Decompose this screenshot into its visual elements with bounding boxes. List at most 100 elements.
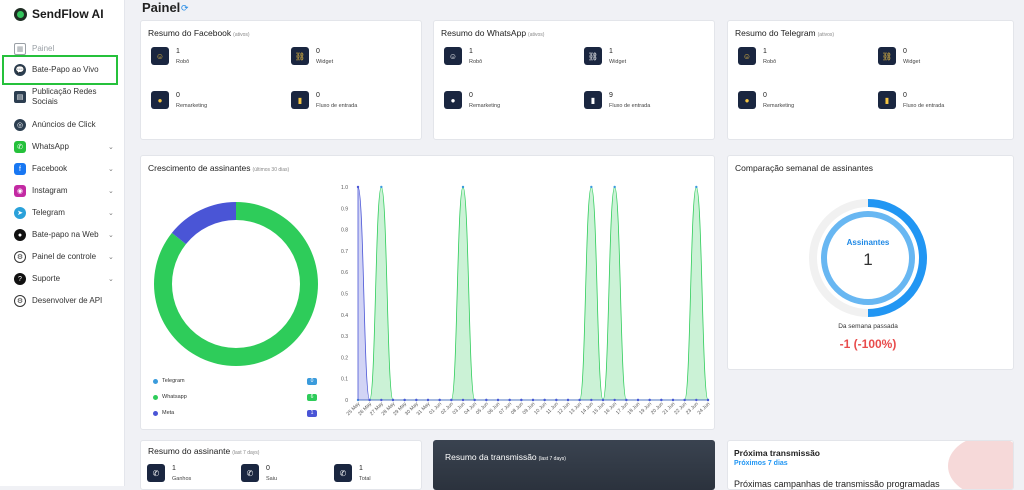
- sidebar-item-whatsapp[interactable]: ✆ WhatsApp ⌄: [14, 141, 114, 153]
- stat-label: Saiu: [266, 476, 278, 482]
- chevron-down-icon: ⌄: [108, 254, 114, 261]
- stat-gains: ✆ 1 Ganhos: [147, 464, 191, 482]
- data-point: [368, 398, 371, 402]
- sidebar-item-label: Suporte: [32, 274, 61, 283]
- legend-telegram[interactable]: Telegram: [153, 378, 185, 384]
- card-title-text: Crescimento de assinantes: [148, 163, 251, 173]
- legend-meta[interactable]: Meta: [153, 410, 174, 416]
- data-point: [683, 398, 686, 402]
- sidebar-item-bate-papo-na-web[interactable]: ● Bate-papo na Web ⌄: [14, 229, 114, 241]
- stat-label: Widget: [316, 59, 334, 65]
- donut-chart: [154, 201, 318, 366]
- stat-inflow: ▮ 0 Fluxo de entrada: [878, 91, 944, 109]
- data-point: [508, 398, 511, 402]
- card-subtitle: (ativos): [233, 32, 250, 38]
- ring-arc-outer: [867, 199, 927, 317]
- sidebar: SendFlow AI ▦ Painel 💬 Bate-Papo ao Vivo…: [0, 0, 125, 486]
- card-subtitle: (last 7 days): [232, 450, 260, 456]
- stat-remarketing: ● 0 Remarketing: [444, 91, 500, 109]
- telegram-icon: ➤: [14, 207, 26, 219]
- subscriber-summary-card: Resumo do assinante (last 7 days) ✆ 1 Ganho…: [140, 440, 422, 490]
- sidebar-item-label: WhatsApp: [32, 142, 69, 151]
- stat-label: Fluxo de entrada: [609, 103, 651, 109]
- data-point: [566, 398, 570, 402]
- sidebar-item-telegram[interactable]: ➤ Telegram ⌄: [14, 207, 114, 219]
- stat-value: 9: [609, 92, 613, 99]
- card-subtitle: (ativos): [528, 32, 545, 38]
- next-days-label: Próximos 7 dias: [734, 460, 788, 467]
- y-tick-label: 0.9: [341, 206, 348, 212]
- stat-value: 0: [763, 92, 767, 99]
- ring-inner: [821, 211, 915, 305]
- data-point: [578, 398, 581, 402]
- stat-value: 0: [903, 48, 907, 55]
- web-chat-icon: ●: [14, 229, 26, 241]
- data-point: [695, 398, 698, 402]
- stat-remarketing: ● 0 Remarketing: [151, 91, 207, 109]
- weekly-delta: -1 (-100%): [839, 337, 897, 351]
- y-tick-label: 0: [345, 398, 348, 404]
- sidebar-item-suporte[interactable]: ? Suporte ⌄: [14, 273, 114, 285]
- sidebar-item-label: Instagram: [32, 186, 68, 195]
- stat-left: ✆ 0 Saiu: [241, 464, 277, 482]
- data-point: [520, 398, 523, 402]
- sidebar-item-publicacao-redes-sociais[interactable]: ▤ Publicação Redes Sociais: [14, 87, 104, 107]
- card-title: Próxima transmissão: [734, 448, 820, 458]
- sidebar-item-painel[interactable]: ▦ Painel: [14, 43, 54, 55]
- card-title-text: Resumo do Telegram: [735, 28, 816, 38]
- donut-slice-meta: [171, 201, 236, 245]
- stat-bot: ☺ 1 Robô: [738, 47, 776, 65]
- card-title: Comparação semanal de assinantes: [735, 163, 873, 173]
- data-point: [671, 398, 675, 402]
- decorative-check-badge: [948, 441, 1013, 489]
- sidebar-item-anuncios-de-click[interactable]: ◎ Anúncios de Click: [14, 119, 96, 131]
- stat-widget: ⛓ 0 Widget: [878, 47, 920, 65]
- ring-value: 1: [863, 250, 873, 269]
- next-broadcast-text: Próximas campanhas de transmissão progra…: [734, 479, 940, 489]
- data-point: [473, 398, 476, 402]
- whatsapp-icon: ✆: [147, 464, 165, 482]
- card-title: Resumo do WhatsApp (ativos): [441, 28, 544, 38]
- data-point: [450, 398, 453, 402]
- chevron-down-icon: ⌄: [108, 210, 114, 217]
- data-point: [415, 398, 418, 402]
- bot-icon: ☺: [151, 47, 169, 65]
- stat-value: 0: [469, 92, 473, 99]
- y-tick-label: 0.5: [341, 292, 348, 298]
- logo[interactable]: SendFlow AI: [14, 7, 104, 21]
- stat-label: Widget: [609, 59, 627, 65]
- whatsapp-icon: ✆: [334, 464, 352, 482]
- sidebar-item-painel-de-controle[interactable]: ⚙ Painel de controle ⌄: [14, 251, 114, 263]
- data-point: [625, 398, 628, 402]
- stat-widget: ⛓ 1 Widget: [584, 47, 626, 65]
- stat-label: Remarketing: [763, 103, 795, 109]
- chevron-down-icon: ⌄: [108, 276, 114, 283]
- data-point: [356, 185, 360, 189]
- data-point: [496, 398, 500, 402]
- help-icon: ?: [14, 273, 26, 285]
- data-point: [403, 398, 406, 402]
- active-item-highlight: [2, 55, 118, 85]
- data-point: [590, 398, 593, 402]
- bar-chart-icon: ▮: [878, 91, 896, 109]
- legend-whatsapp[interactable]: Whatsapp: [153, 394, 187, 400]
- y-tick-label: 0.4: [341, 313, 348, 319]
- data-point: [461, 185, 465, 189]
- chevron-down-icon: ⌄: [108, 144, 114, 151]
- y-tick-label: 0.1: [341, 377, 348, 383]
- sidebar-item-instagram[interactable]: ◉ Instagram ⌄: [14, 185, 114, 197]
- click-ads-icon: ◎: [14, 119, 26, 131]
- broadcast-summary-card: Resumo da transmissão (last 7 days): [433, 440, 715, 490]
- chevron-down-icon: ⌄: [108, 232, 114, 239]
- sidebar-item-label: Telegram: [32, 208, 65, 217]
- data-point: [660, 398, 663, 402]
- legend-dot: [153, 394, 158, 400]
- refresh-icon[interactable]: ⟳: [181, 3, 189, 13]
- logo-icon: [14, 7, 27, 21]
- sidebar-item-label: Publicação Redes Sociais: [32, 87, 97, 106]
- sidebar-item-bate-papo-ao-vivo[interactable]: 💬 Bate-Papo ao Vivo: [14, 64, 99, 76]
- bar-chart-icon: ▮: [584, 91, 602, 109]
- sidebar-item-facebook[interactable]: f Facebook ⌄: [14, 163, 114, 175]
- sidebar-item-desenvolver-de-api[interactable]: ⚙ Desenvolver de API: [14, 295, 102, 307]
